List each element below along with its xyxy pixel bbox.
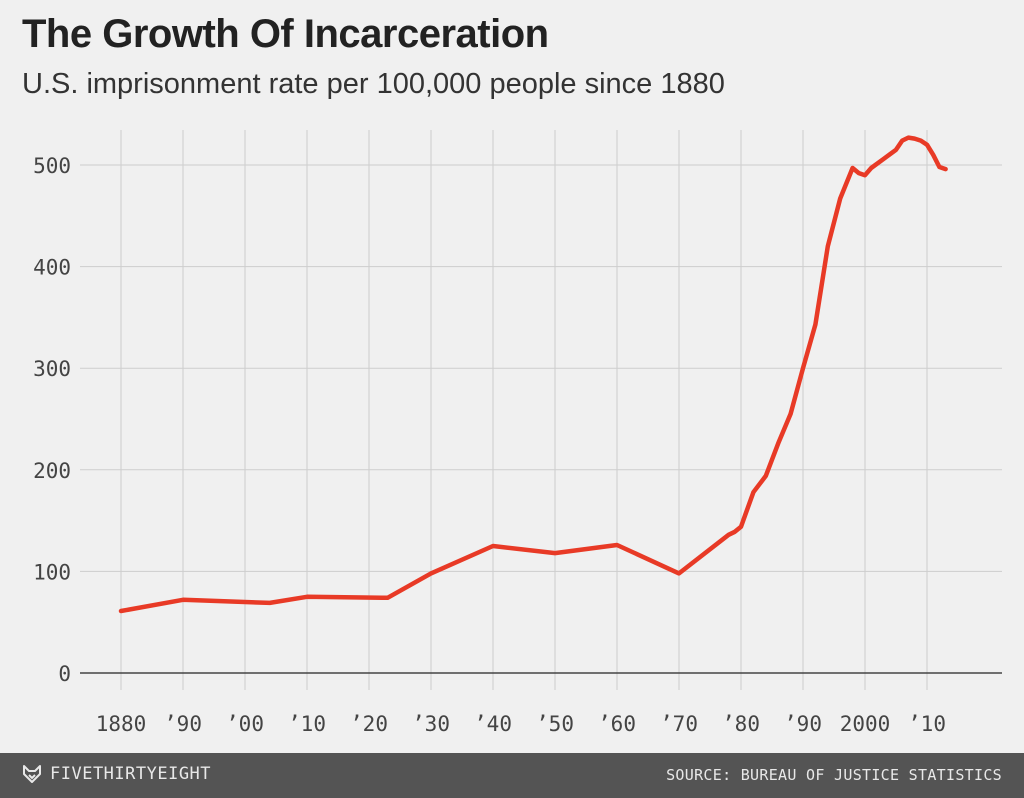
x-tick-label: ’20 (350, 712, 388, 736)
series-layer (118, 135, 948, 614)
x-tick-label: ’40 (474, 712, 512, 736)
grid-lines (80, 130, 1002, 690)
x-tick-label: ’60 (598, 712, 636, 736)
y-axis-tick-labels: 0 100 200 300 400 500 (33, 154, 71, 686)
brand-name: FIVETHIRTYEIGHT (50, 764, 212, 784)
y-tick-label: 0 (58, 662, 71, 686)
fox-icon (23, 765, 41, 783)
series-line-imprisonment-rate (118, 135, 948, 614)
y-tick-label: 200 (33, 459, 71, 483)
x-tick-label: ’10 (908, 712, 946, 736)
x-tick-label: 2000 (840, 712, 891, 736)
x-axis-tick-labels: 1880 ’90 ’00 ’10 ’20 ’30 ’40 ’50 ’60 ’70 ’80 ’90 200… (96, 712, 946, 736)
x-tick-label: ’70 (660, 712, 698, 736)
y-tick-label: 300 (33, 357, 71, 381)
x-tick-label: ’90 (784, 712, 822, 736)
x-tick-label: ’30 (412, 712, 450, 736)
x-tick-label: ’90 (164, 712, 202, 736)
x-tick-label: ’00 (226, 712, 264, 736)
chart-subtitle: U.S. imprisonment rate per 100,000 peopl… (22, 68, 725, 100)
y-tick-label: 100 (33, 560, 71, 584)
x-tick-label: ’80 (722, 712, 760, 736)
line-chart: 0 100 200 300 400 500 1880 ’90 ’00 ’10 ’20 ’30 ’40 ’… (33, 130, 1002, 736)
y-tick-label: 400 (33, 256, 71, 280)
source-note: SOURCE: BUREAU OF JUSTICE STATISTICS (666, 766, 1002, 784)
fivethirtyeight-logo: FIVETHIRTYEIGHT (22, 764, 211, 784)
footer-bar: FIVETHIRTYEIGHT SOURCE: BUREAU OF JUSTIC… (0, 753, 1024, 798)
x-tick-label: 1880 (96, 712, 147, 736)
y-tick-label: 500 (33, 154, 71, 178)
chart-title: The Growth Of Incarceration (22, 12, 549, 56)
x-tick-label: ’10 (288, 712, 326, 736)
x-tick-label: ’50 (536, 712, 574, 736)
